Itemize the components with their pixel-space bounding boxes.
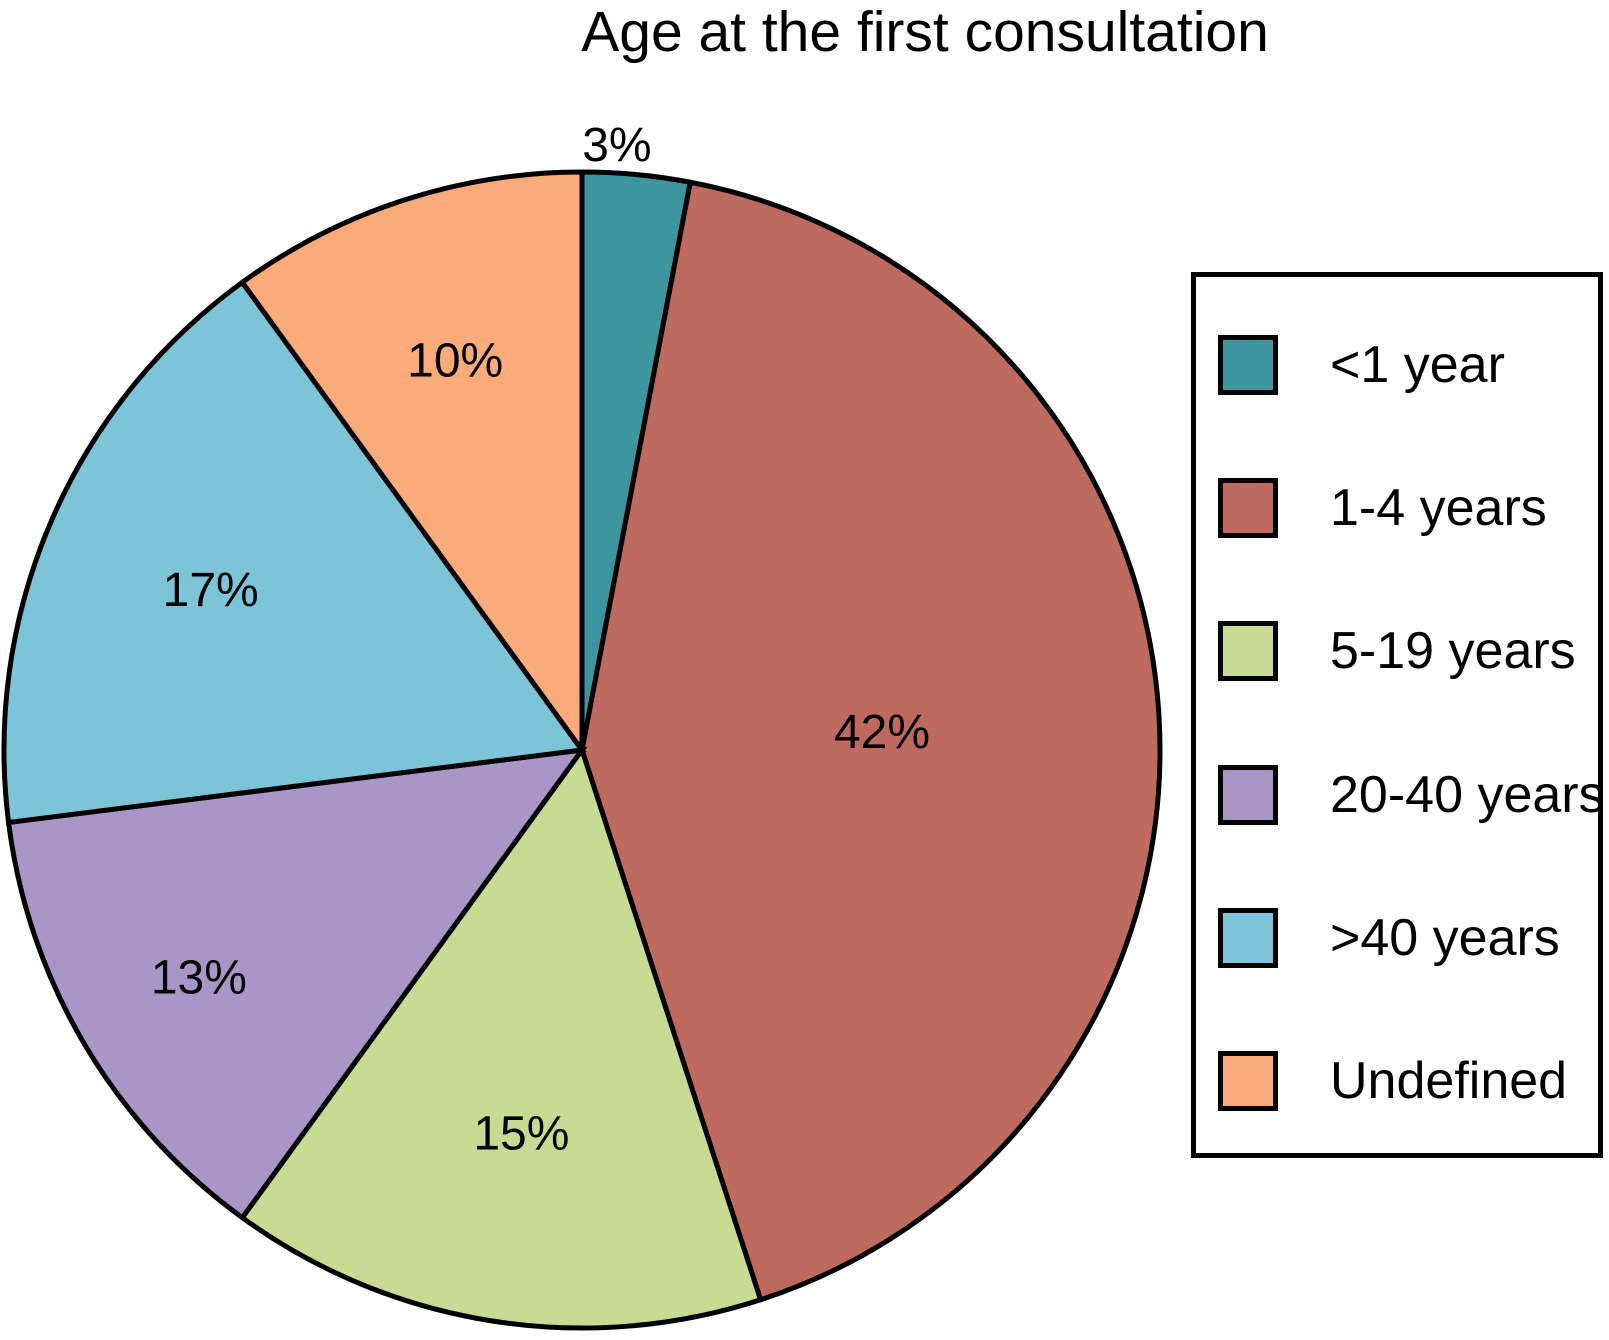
legend-swatch <box>1218 621 1278 681</box>
legend-item: Undefined <box>1218 1051 1567 1111</box>
legend-item-label: Undefined <box>1330 1052 1568 1110</box>
legend-item: >40 years <box>1218 908 1560 968</box>
legend-item-label: >40 years <box>1330 909 1560 967</box>
legend-item: 1-4 years <box>1218 478 1547 538</box>
legend-swatch <box>1218 765 1278 825</box>
chart-title: Age at the first consultation <box>581 0 1269 64</box>
legend-swatch <box>1218 908 1278 968</box>
legend-item-label: 20-40 years <box>1330 766 1605 824</box>
legend-item: 5-19 years <box>1218 621 1576 681</box>
pie-slice-1 <box>579 179 1163 1303</box>
legend-item-label: 5-19 years <box>1330 622 1576 680</box>
legend-item-label: <1 year <box>1330 336 1505 394</box>
legend: <1 year 1-4 years 5-19 years 20-40 years… <box>1191 272 1605 1158</box>
slice-percent-label: 15% <box>473 1107 569 1160</box>
slice-percent-label: 3% <box>582 119 651 172</box>
pie-slice-5 <box>238 169 585 758</box>
slice-percent-label: 13% <box>151 951 247 1004</box>
legend-swatch <box>1218 478 1278 538</box>
pie-slice-2 <box>238 744 764 1331</box>
legend-swatch <box>1218 335 1278 395</box>
slice-percent-label: 42% <box>834 706 930 759</box>
legend-item: 20-40 years <box>1218 765 1605 825</box>
legend-item-label: 1-4 years <box>1330 479 1547 537</box>
legend-item: <1 year <box>1218 335 1505 395</box>
slice-percent-label: 17% <box>163 564 259 617</box>
slice-percent-label: 10% <box>407 335 503 388</box>
pie-slice-4 <box>1 278 587 826</box>
legend-swatch <box>1218 1051 1278 1111</box>
pie-slice-3 <box>5 746 588 1222</box>
